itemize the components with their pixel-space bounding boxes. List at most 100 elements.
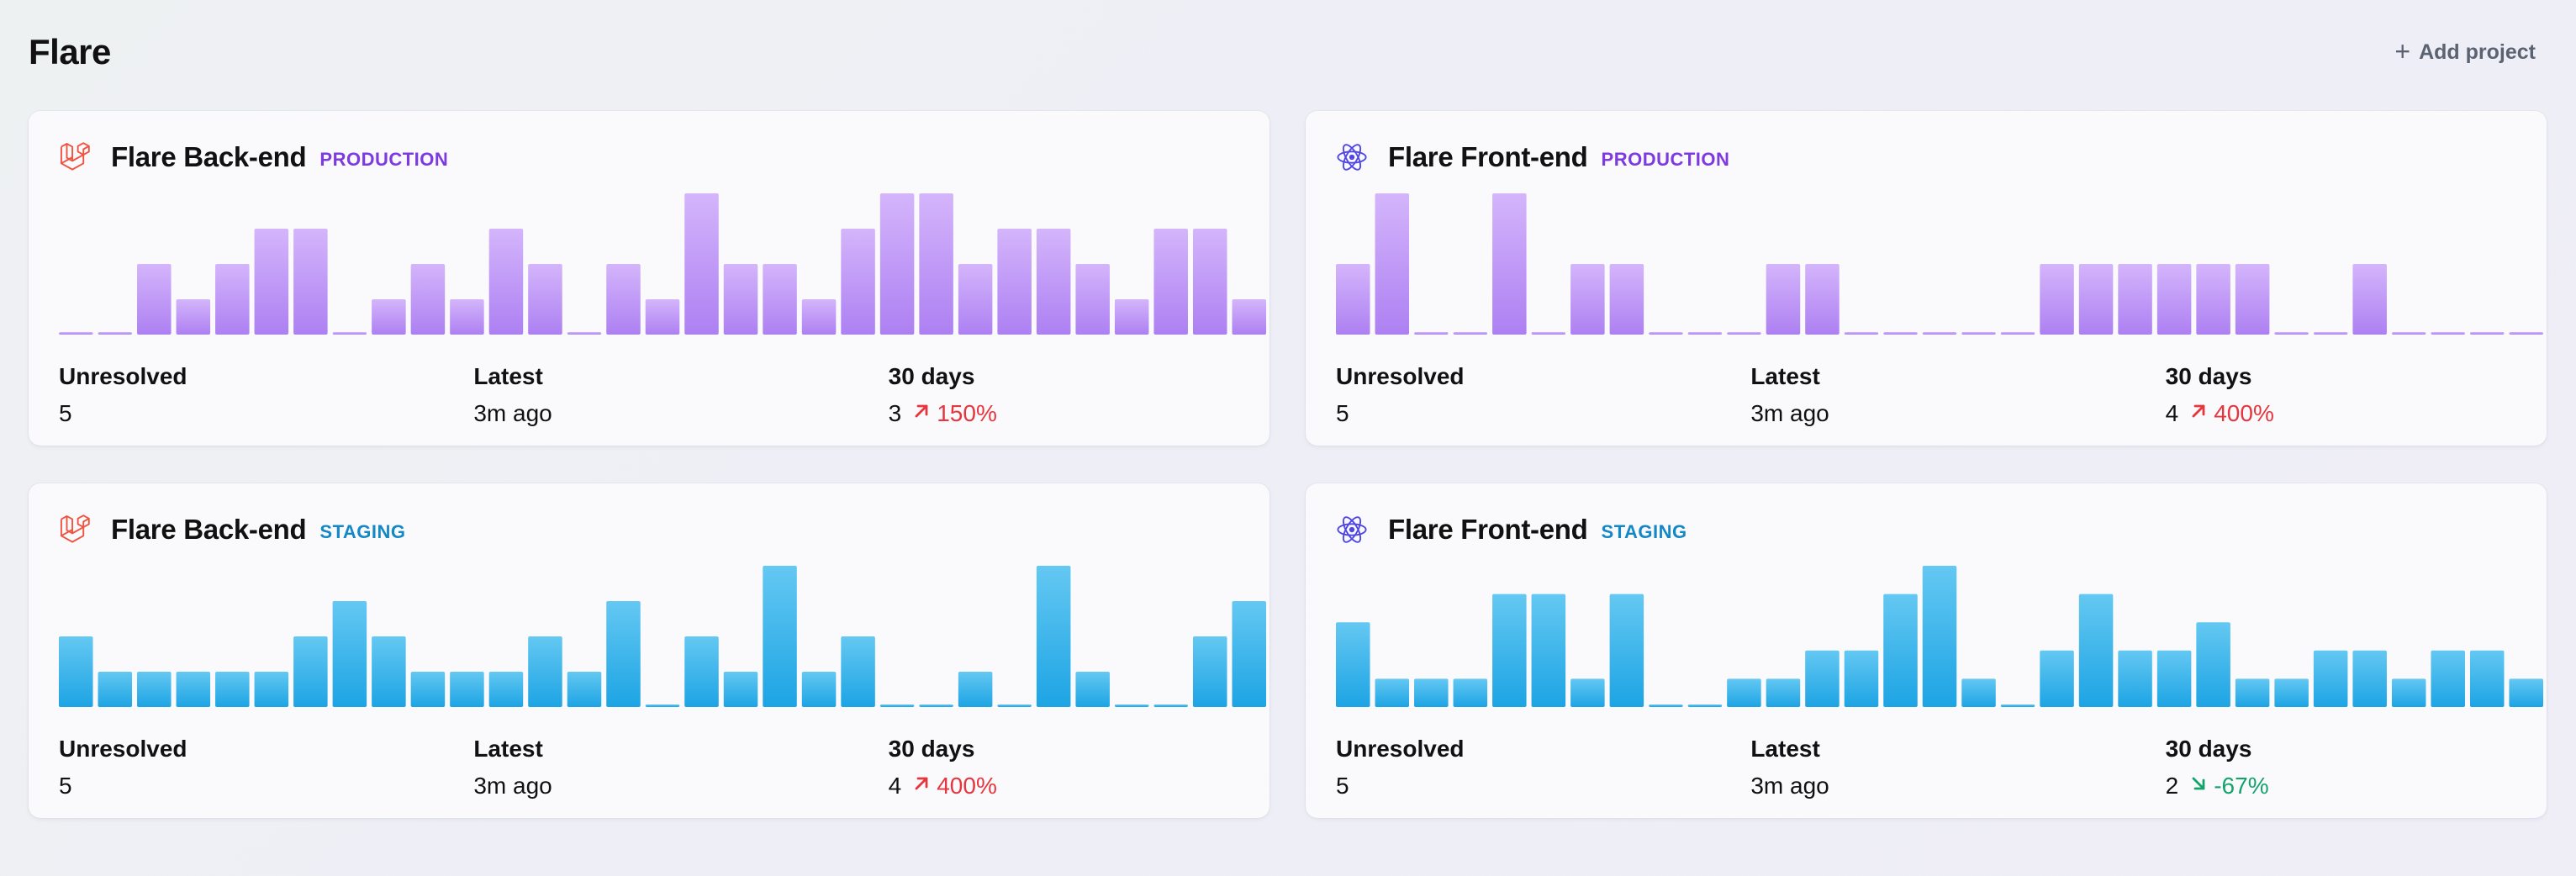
chart-bar[interactable] (1727, 332, 1761, 335)
chart-bar[interactable] (879, 193, 915, 335)
chart-bar[interactable] (1114, 299, 1149, 335)
chart-bar[interactable] (2040, 650, 2074, 707)
chart-bar[interactable] (1114, 704, 1149, 707)
chart-bar[interactable] (528, 264, 562, 335)
chart-bar[interactable] (2078, 594, 2114, 707)
chart-bar[interactable] (450, 672, 484, 707)
chart-bar[interactable] (59, 332, 93, 335)
chart-bar[interactable] (919, 704, 953, 707)
project-card[interactable]: Flare Front-end STAGING Unresolved 5 Lat… (1306, 483, 2547, 818)
chart-bar[interactable] (958, 672, 993, 707)
chart-bar[interactable] (98, 672, 133, 707)
chart-bar[interactable] (997, 704, 1032, 707)
chart-bar[interactable] (1414, 332, 1449, 335)
chart-bar[interactable] (332, 601, 367, 707)
chart-bar[interactable] (2469, 650, 2505, 707)
chart-bar[interactable] (254, 229, 289, 335)
chart-bar[interactable] (98, 332, 133, 335)
chart-bar[interactable] (606, 264, 641, 335)
chart-bar[interactable] (1727, 678, 1761, 707)
chart-bar[interactable] (2391, 332, 2426, 335)
chart-bar[interactable] (1766, 264, 1801, 335)
chart-bar[interactable] (1922, 332, 1957, 335)
chart-bar[interactable] (684, 636, 719, 707)
chart-bar[interactable] (645, 704, 680, 707)
chart-bar[interactable] (450, 299, 484, 335)
chart-bar[interactable] (2196, 264, 2230, 335)
chart-bar[interactable] (1075, 672, 1110, 707)
chart-bar[interactable] (2352, 650, 2387, 707)
chart-bar[interactable] (2000, 704, 2035, 707)
chart-bar[interactable] (1609, 264, 1644, 335)
chart-bar[interactable] (215, 672, 250, 707)
chart-bar[interactable] (645, 299, 680, 335)
chart-bar[interactable] (215, 264, 250, 335)
chart-bar[interactable] (997, 229, 1032, 335)
chart-bar[interactable] (801, 672, 837, 707)
chart-bar[interactable] (2000, 332, 2035, 335)
chart-bar[interactable] (879, 704, 915, 707)
project-name[interactable]: Flare Front-end (1388, 514, 1588, 545)
chart-bar[interactable] (2156, 650, 2192, 707)
chart-bar[interactable] (372, 299, 406, 335)
chart-bar[interactable] (2156, 264, 2192, 335)
chart-bar[interactable] (801, 299, 837, 335)
chart-bar[interactable] (293, 229, 328, 335)
chart-bar[interactable] (1153, 229, 1188, 335)
chart-bar[interactable] (2235, 264, 2270, 335)
chart-bar[interactable] (1036, 229, 1071, 335)
chart-bar[interactable] (1453, 332, 1488, 335)
chart-bar[interactable] (1687, 332, 1723, 335)
chart-bar[interactable] (1570, 264, 1605, 335)
chart-bar[interactable] (2078, 264, 2114, 335)
chart-bar[interactable] (606, 601, 641, 707)
chart-bar[interactable] (1232, 299, 1266, 335)
chart-bar[interactable] (1036, 566, 1071, 707)
chart-bar[interactable] (723, 672, 758, 707)
chart-bar[interactable] (2313, 332, 2348, 335)
chart-bar[interactable] (2235, 678, 2270, 707)
chart-bar[interactable] (332, 332, 367, 335)
chart-bar[interactable] (1232, 601, 1266, 707)
chart-bar[interactable] (410, 264, 446, 335)
chart-bar[interactable] (2313, 650, 2348, 707)
chart-bar[interactable] (293, 636, 328, 707)
chart-bar[interactable] (2118, 650, 2152, 707)
chart-bar[interactable] (1844, 650, 1879, 707)
chart-bar[interactable] (2469, 332, 2505, 335)
chart-bar[interactable] (1492, 193, 1527, 335)
chart-bar[interactable] (1414, 678, 1449, 707)
chart-bar[interactable] (1531, 332, 1566, 335)
chart-bar[interactable] (1531, 594, 1566, 707)
chart-bar[interactable] (176, 299, 211, 335)
chart-bar[interactable] (1961, 332, 1996, 335)
chart-bar[interactable] (567, 672, 602, 707)
chart-bar[interactable] (2431, 650, 2465, 707)
chart-bar[interactable] (763, 264, 797, 335)
chart-bar[interactable] (137, 672, 172, 707)
chart-bar[interactable] (2509, 678, 2543, 707)
chart-bar[interactable] (1883, 594, 1918, 707)
chart-bar[interactable] (1649, 332, 1683, 335)
chart-bar[interactable] (723, 264, 758, 335)
chart-bar[interactable] (2352, 264, 2387, 335)
chart-bar[interactable] (137, 264, 172, 335)
chart-bar[interactable] (1375, 193, 1410, 335)
chart-bar[interactable] (1805, 264, 1840, 335)
chart-bar[interactable] (254, 672, 289, 707)
chart-bar[interactable] (919, 193, 953, 335)
chart-bar[interactable] (1153, 704, 1188, 707)
chart-bar[interactable] (1844, 332, 1879, 335)
chart-bar[interactable] (176, 672, 211, 707)
chart-bar[interactable] (763, 566, 797, 707)
chart-bar[interactable] (59, 636, 93, 707)
chart-bar[interactable] (410, 672, 446, 707)
chart-bar[interactable] (1453, 678, 1488, 707)
chart-bar[interactable] (2040, 264, 2074, 335)
chart-bar[interactable] (1192, 636, 1227, 707)
chart-bar[interactable] (1805, 650, 1840, 707)
project-name[interactable]: Flare Front-end (1388, 141, 1588, 172)
chart-bar[interactable] (2196, 622, 2230, 707)
chart-bar[interactable] (841, 636, 875, 707)
project-card[interactable]: Flare Back-end PRODUCTION Unresolved 5 L… (29, 111, 1270, 446)
